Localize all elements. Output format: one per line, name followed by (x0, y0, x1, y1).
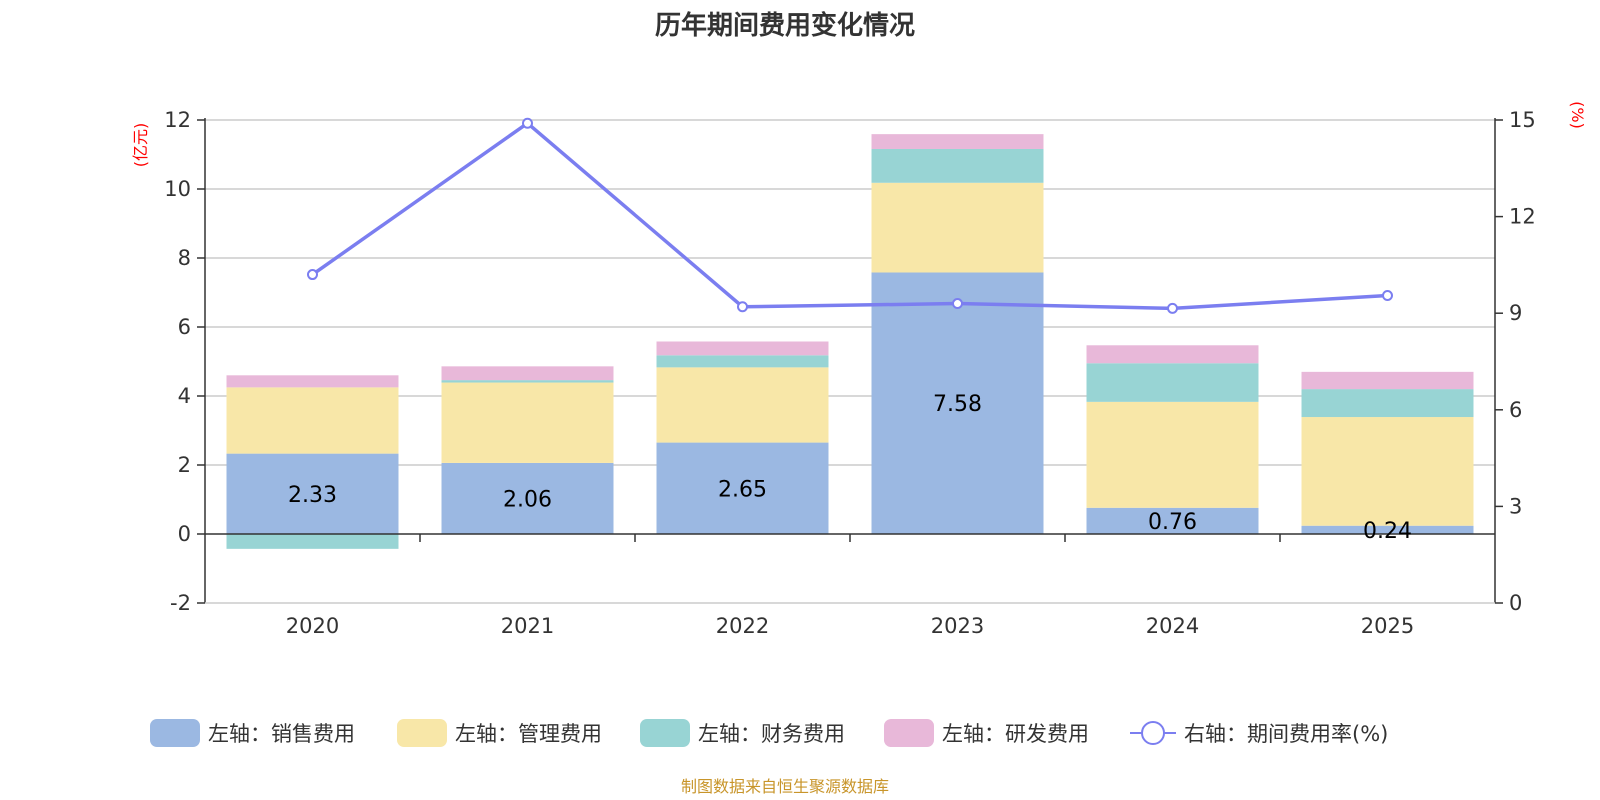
x-tick-label: 2023 (931, 614, 984, 638)
bar-series1-2022 (656, 367, 829, 443)
right-axis-unit: (%) (1568, 101, 1587, 129)
bar-value-label: 2.65 (718, 477, 767, 502)
bar-series2-2025 (1301, 389, 1474, 418)
right-tick-label: 0 (1509, 591, 1522, 615)
legend-swatch (150, 719, 200, 747)
bar-series2-2021 (441, 380, 614, 383)
data-labels: 2.33 2.06 2.65 7.58 0.76 0.24 (288, 392, 1412, 544)
bar-series0-2020 (226, 453, 399, 534)
line-series (307, 117, 1393, 314)
bar-series2-2022 (656, 355, 829, 368)
legend-label: 左轴：研发费用 (942, 722, 1089, 746)
bar-series0-2025 (1301, 525, 1474, 534)
gridlines (205, 119, 1495, 466)
bar-series3-2020 (226, 375, 399, 388)
bar-series1-2025 (1301, 417, 1474, 526)
legend-swatch (397, 719, 447, 747)
rate-point-2023 (952, 298, 963, 310)
right-tick-label: 12 (1509, 205, 1536, 229)
bar-series2-2024 (1086, 363, 1259, 402)
x-tick-label: 2024 (1146, 614, 1199, 638)
legend: 左轴：销售费用 左轴：管理费用 左轴：财务费用 左轴：研发费用 右轴：期间费用率(%) (150, 719, 1388, 747)
source-note: 制图数据来自恒生聚源数据库 (681, 777, 889, 796)
bar-series0-2021 (441, 462, 614, 534)
left-tick-label: 2 (178, 453, 191, 477)
legend-label: 左轴：销售费用 (208, 722, 355, 746)
bar-value-label: 0.24 (1363, 519, 1412, 544)
x-tick-label: 2025 (1361, 614, 1414, 638)
right-tick-label: 9 (1509, 301, 1522, 325)
legend-label: 右轴：期间费用率(%) (1184, 722, 1388, 746)
right-tick-label: 15 (1509, 108, 1536, 132)
bar-series (226, 134, 1474, 549)
bar-series1-2021 (441, 382, 614, 463)
left-tick-label: 4 (178, 384, 191, 408)
left-tick-label: 12 (164, 108, 191, 132)
legend-swatch (884, 719, 934, 747)
rate-point-2025 (1382, 289, 1393, 301)
x-tick-label: 2021 (501, 614, 554, 638)
left-tick-label: 0 (178, 522, 191, 546)
rate-point-2020 (307, 269, 318, 281)
legend-label: 左轴：财务费用 (698, 722, 845, 746)
rate-point-2021 (522, 117, 533, 129)
right-tick-label: 6 (1509, 398, 1522, 422)
bar-value-label: 2.33 (288, 483, 337, 508)
left-axis-unit: (亿元) (131, 123, 150, 168)
bar-series3-2021 (441, 366, 614, 381)
bar-series3-2024 (1086, 345, 1259, 364)
bar-series1-2023 (871, 182, 1044, 273)
bar-value-label: 0.76 (1148, 510, 1197, 535)
left-tick-label: -2 (170, 591, 191, 615)
bar-value-label: 7.58 (933, 392, 982, 417)
bar-series3-2023 (871, 134, 1044, 149)
bar-series0-2023 (871, 272, 1044, 534)
bar-series3-2025 (1301, 371, 1474, 390)
bar-series0-2024 (1086, 507, 1259, 534)
axes: -2 0 2 4 6 8 10 12 0 3 6 9 12 15 2020 2021 2022 2023 2024 2… (164, 108, 1535, 638)
chart-title: 历年期间费用变化情况 (655, 10, 915, 41)
bar-series2-2020 (226, 534, 399, 549)
bar-series1-2024 (1086, 401, 1259, 508)
legend-marker-icon (1141, 721, 1165, 745)
left-tick-label: 6 (178, 315, 191, 339)
right-tick-label: 3 (1509, 494, 1522, 518)
rate-point-2024 (1167, 302, 1178, 314)
bar-value-label: 2.06 (503, 487, 552, 512)
x-tick-label: 2020 (286, 614, 339, 638)
left-tick-label: 8 (178, 246, 191, 270)
rate-point-2022 (737, 301, 748, 313)
left-tick-label: 10 (164, 177, 191, 201)
legend-label: 左轴：管理费用 (455, 722, 602, 746)
rate-line (311, 121, 1388, 311)
bar-series3-2022 (656, 341, 829, 356)
bar-series0-2022 (656, 442, 829, 534)
bar-series2-2023 (871, 148, 1044, 183)
bar-series1-2020 (226, 387, 399, 454)
x-tick-label: 2022 (716, 614, 769, 638)
legend-swatch (640, 719, 690, 747)
